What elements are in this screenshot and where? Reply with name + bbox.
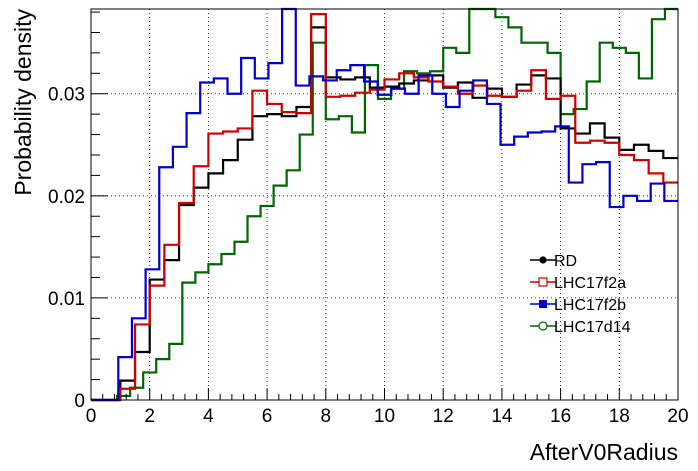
legend-label: LHC17d14: [554, 319, 631, 336]
legend-marker: [539, 256, 547, 264]
legend-entry: LHC17d14: [530, 319, 631, 336]
y-tick-label: 0: [74, 391, 85, 412]
x-tick-label: 20: [667, 406, 688, 427]
series-line-lhc17f2b: [91, 7, 678, 402]
tick-labels: 0 2 4 6 8 10 12 14 16 18 20 0 0.01 0.02 0.03: [48, 85, 689, 427]
x-tick-label: 2: [144, 406, 155, 427]
x-tick-label: 14: [491, 406, 513, 427]
x-tick-label: 4: [203, 406, 214, 427]
legend-entry: RD: [530, 253, 577, 270]
y-axis-label: Probability density: [10, 9, 36, 196]
legend-marker: [538, 321, 548, 331]
legend-label: LHC17f2b: [554, 297, 626, 314]
series-line-lhc17d14: [91, 7, 678, 402]
y-tick-label: 0.02: [48, 187, 85, 208]
y-tick-label: 0.03: [48, 85, 85, 106]
x-tick-label: 0: [86, 406, 97, 427]
x-tick-label: 12: [433, 406, 454, 427]
x-tick-label: 16: [550, 406, 571, 427]
legend-label: RD: [554, 253, 577, 270]
legend-label: LHC17f2a: [554, 275, 626, 292]
y-tick-label: 0.01: [48, 289, 85, 310]
legend: RD LHC17f2a LHC17f2b LHC17d14: [530, 253, 631, 336]
legend-entry: LHC17f2b: [530, 297, 626, 314]
legend-entry: LHC17f2a: [530, 275, 626, 292]
legend-marker: [539, 300, 547, 308]
x-axis-label: AfterV0Radius: [530, 439, 678, 465]
series-layer: [91, 7, 678, 402]
x-tick-label: 6: [262, 406, 273, 427]
x-tick-label: 10: [374, 406, 395, 427]
x-tick-label: 18: [609, 406, 630, 427]
series-line-lhc17f2a: [91, 13, 678, 402]
x-tick-label: 8: [321, 406, 332, 427]
ticks: [90, 11, 679, 401]
legend-marker: [538, 277, 548, 287]
